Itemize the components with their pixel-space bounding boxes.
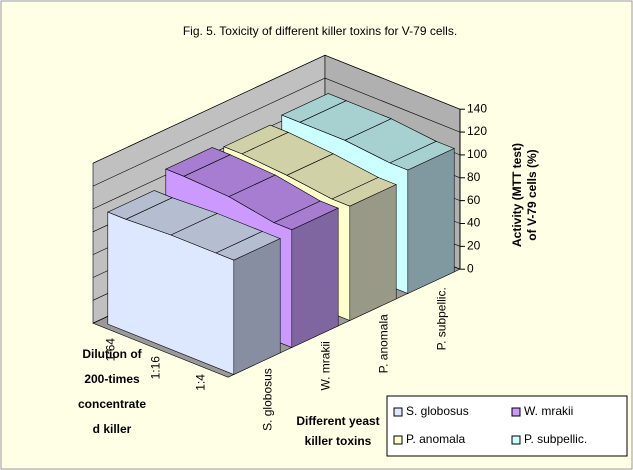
- shade: [125, 197, 218, 235]
- x-tick-label: W. mrakii: [318, 341, 332, 390]
- legend-label: P. subpellic.: [524, 432, 587, 446]
- shade: [286, 153, 379, 199]
- shade: [299, 100, 392, 141]
- depth-axis-title: d killer: [93, 422, 132, 436]
- x-axis-title: Different yeast: [296, 414, 379, 428]
- shade: [273, 201, 339, 230]
- shade: [233, 238, 281, 375]
- shade: [349, 184, 397, 321]
- shade: [228, 175, 321, 223]
- shade: [291, 208, 339, 348]
- shade: [389, 141, 455, 171]
- shade: [331, 177, 397, 207]
- grid-line: [92, 77, 461, 187]
- x-tick-label: S. globosus: [260, 368, 274, 431]
- x-axis-title: killer toxins: [305, 434, 372, 448]
- chart-title: Fig. 5. Toxicity of different killer tox…: [183, 24, 457, 38]
- shade: [170, 213, 263, 253]
- shade: [223, 125, 289, 154]
- shade: [281, 93, 347, 123]
- depth-axis-title: Dilution of: [82, 347, 142, 361]
- y-axis-title: Activity (MTT test): [510, 143, 524, 247]
- y-tick-label: 20: [467, 239, 481, 253]
- ribbon: [107, 190, 281, 375]
- x-tick-label: P. subpellic.: [434, 287, 448, 350]
- y-tick-label: 100: [467, 147, 487, 161]
- y-axis-title: of V-79 cells (%): [525, 149, 539, 240]
- y-tick-label: 0: [467, 261, 474, 275]
- depth-tick-label: 1:4: [193, 374, 207, 391]
- y-tick-label: 60: [467, 193, 481, 207]
- depth-axis-title: concentrate: [78, 397, 146, 411]
- legend-swatch: [393, 435, 403, 445]
- depth-axis-title: 200-times: [84, 372, 140, 386]
- y-tick-label: 40: [467, 216, 481, 230]
- shade: [183, 154, 276, 197]
- grid-line: [92, 54, 461, 164]
- legend-label: S. globosus: [406, 404, 469, 418]
- legend-label: P. anomala: [406, 432, 465, 446]
- y-tick-label: 120: [467, 124, 487, 138]
- legend-swatch: [511, 435, 521, 445]
- shade: [407, 148, 455, 294]
- depth-tick-label: 1:16: [148, 356, 162, 380]
- legend-swatch: [393, 407, 403, 417]
- shade: [165, 147, 231, 177]
- shade: [107, 190, 173, 220]
- y-tick-label: 140: [467, 101, 487, 115]
- depth-tick-label: 1:64: [103, 338, 117, 362]
- shade: [215, 231, 281, 261]
- legend: [386, 395, 628, 457]
- legend-label: W. mrakii: [524, 404, 573, 418]
- x-tick-label: P. anomala: [376, 314, 390, 373]
- legend-swatch: [511, 407, 521, 417]
- y-tick-label: 80: [467, 170, 481, 184]
